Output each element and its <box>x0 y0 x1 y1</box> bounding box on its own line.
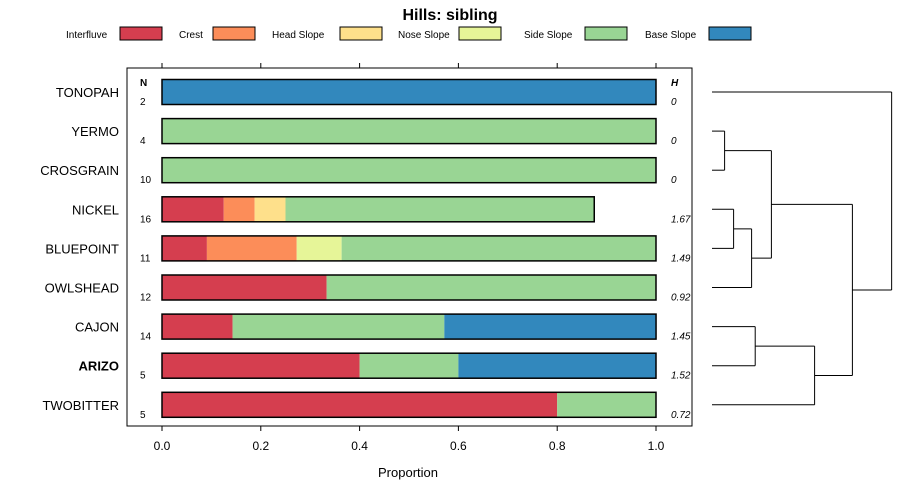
legend-swatch-3 <box>458 26 502 41</box>
row-nickel: NICKEL 16 1.67 <box>72 196 691 225</box>
bar-segment-base-slope <box>458 353 656 379</box>
chart-title: Hills: sibling <box>402 7 497 24</box>
row-label: OWLSHEAD <box>45 281 119 296</box>
bar-segment-side-slope <box>162 157 656 183</box>
bar-segment-head-slope <box>254 196 286 222</box>
bar-segment-interfluve <box>162 314 233 340</box>
bar-outline <box>161 313 657 340</box>
row-label: TWOBITTER <box>42 398 119 413</box>
bar-outline <box>161 274 657 301</box>
legend: Interfluve Crest Head Slope Nose Slope Side … <box>66 26 752 41</box>
bar-segment-interfluve <box>162 353 360 379</box>
x-axis-title: Proportion <box>378 465 438 480</box>
legend-swatch-5 <box>708 26 752 41</box>
legend-label-2: Head Slope <box>272 30 325 41</box>
row-label: BLUEPOINT <box>45 241 119 256</box>
bar-outline <box>161 156 657 184</box>
n-value: 11 <box>140 253 151 264</box>
row-cajon: CAJON 14 1.45 <box>75 313 691 343</box>
legend-label-0: Interfluve <box>66 30 108 41</box>
row-label: CAJON <box>75 320 119 335</box>
legend-label-4: Side Slope <box>524 30 573 41</box>
row-twobitter: TWOBITTER 5 0.72 <box>42 391 691 421</box>
plot-frame <box>126 67 693 427</box>
legend-swatch-2 <box>339 26 383 41</box>
bar-segment-interfluve <box>162 235 207 261</box>
bar-outline <box>161 352 657 379</box>
n-value: 2 <box>140 97 146 108</box>
bar-outline <box>161 391 657 419</box>
x-tick-label: 0.0 <box>154 439 171 453</box>
row-label: CROSGRAIN <box>40 163 119 178</box>
n-value: 16 <box>140 214 152 225</box>
n-value: 4 <box>140 136 146 147</box>
bar-segment-side-slope <box>285 196 595 222</box>
bar-segment-side-slope <box>162 118 656 144</box>
h-value: 0.92 <box>671 293 691 304</box>
bar-outline <box>161 78 657 106</box>
h-value: 1.52 <box>671 371 691 382</box>
bar-segment-interfluve <box>162 196 224 222</box>
bar-segment-side-slope <box>557 392 656 418</box>
bar-segment-nose-slope <box>296 235 342 261</box>
legend-swatch-4 <box>584 26 628 41</box>
n-value: 5 <box>140 410 146 421</box>
h-value: 1.67 <box>671 214 691 225</box>
h-value: 1.45 <box>671 332 691 343</box>
x-tick-label: 0.4 <box>351 439 368 453</box>
x-tick-label: 0.2 <box>252 439 269 453</box>
legend-label-3: Nose Slope <box>398 30 450 41</box>
bar-segment-base-slope <box>162 79 656 105</box>
n-value: 14 <box>140 332 152 343</box>
row-yermo: YERMO 4 0 <box>71 117 677 147</box>
legend-label-5: Base Slope <box>645 30 697 41</box>
bar-segment-side-slope <box>326 275 656 300</box>
n-column-header: N <box>140 78 147 89</box>
bar-outline <box>161 117 657 145</box>
x-tick-label: 0.8 <box>549 439 566 453</box>
legend-swatch-1 <box>212 26 256 41</box>
bar-segment-side-slope <box>232 314 445 340</box>
row-bluepoint: BLUEPOINT 11 1.49 <box>45 235 691 264</box>
row-crosgrain: CROSGRAIN 10 0 <box>40 156 677 186</box>
x-tick-label: 0.6 <box>450 439 467 453</box>
row-tonopah: TONOPAH 2 0 <box>56 78 677 108</box>
legend-swatch-0 <box>119 26 163 41</box>
h-value: 1.49 <box>671 253 691 264</box>
h-value: 0 <box>671 175 677 186</box>
bar-outline <box>161 235 657 262</box>
h-value: 0.72 <box>671 410 691 421</box>
rows: TONOPAH 2 0 YERMO 4 0 CROSGRAIN 10 0 NICKEL 16 1.67… <box>40 78 691 421</box>
bar-segment-side-slope <box>341 235 656 261</box>
row-owlshead: OWLSHEAD 12 0.92 <box>45 274 691 304</box>
row-arizo: ARIZO 5 1.52 <box>79 352 691 382</box>
bar-segment-interfluve <box>162 275 327 300</box>
x-tick-label: 1.0 <box>648 439 665 453</box>
bar-segment-base-slope <box>444 314 657 340</box>
legend-label-1: Crest <box>179 30 203 41</box>
bar-segment-crest <box>206 235 297 261</box>
bar-segment-crest <box>223 196 255 222</box>
n-value: 12 <box>140 293 152 304</box>
row-label: NICKEL <box>72 202 119 217</box>
x-axis: 0.0 0.2 0.4 0.6 0.8 1.0 <box>154 63 665 453</box>
h-value: 0 <box>671 97 677 108</box>
bar-segment-side-slope <box>359 353 459 379</box>
row-label: ARIZO <box>79 359 119 374</box>
h-column-header: H <box>671 78 679 89</box>
bar-outline <box>161 196 595 223</box>
row-label: YERMO <box>71 124 119 139</box>
h-value: 0 <box>671 136 677 147</box>
dendrogram <box>712 91 893 406</box>
bar-segment-interfluve <box>162 392 558 418</box>
n-value: 10 <box>140 175 152 186</box>
n-value: 5 <box>140 371 146 382</box>
row-label: TONOPAH <box>56 85 119 100</box>
